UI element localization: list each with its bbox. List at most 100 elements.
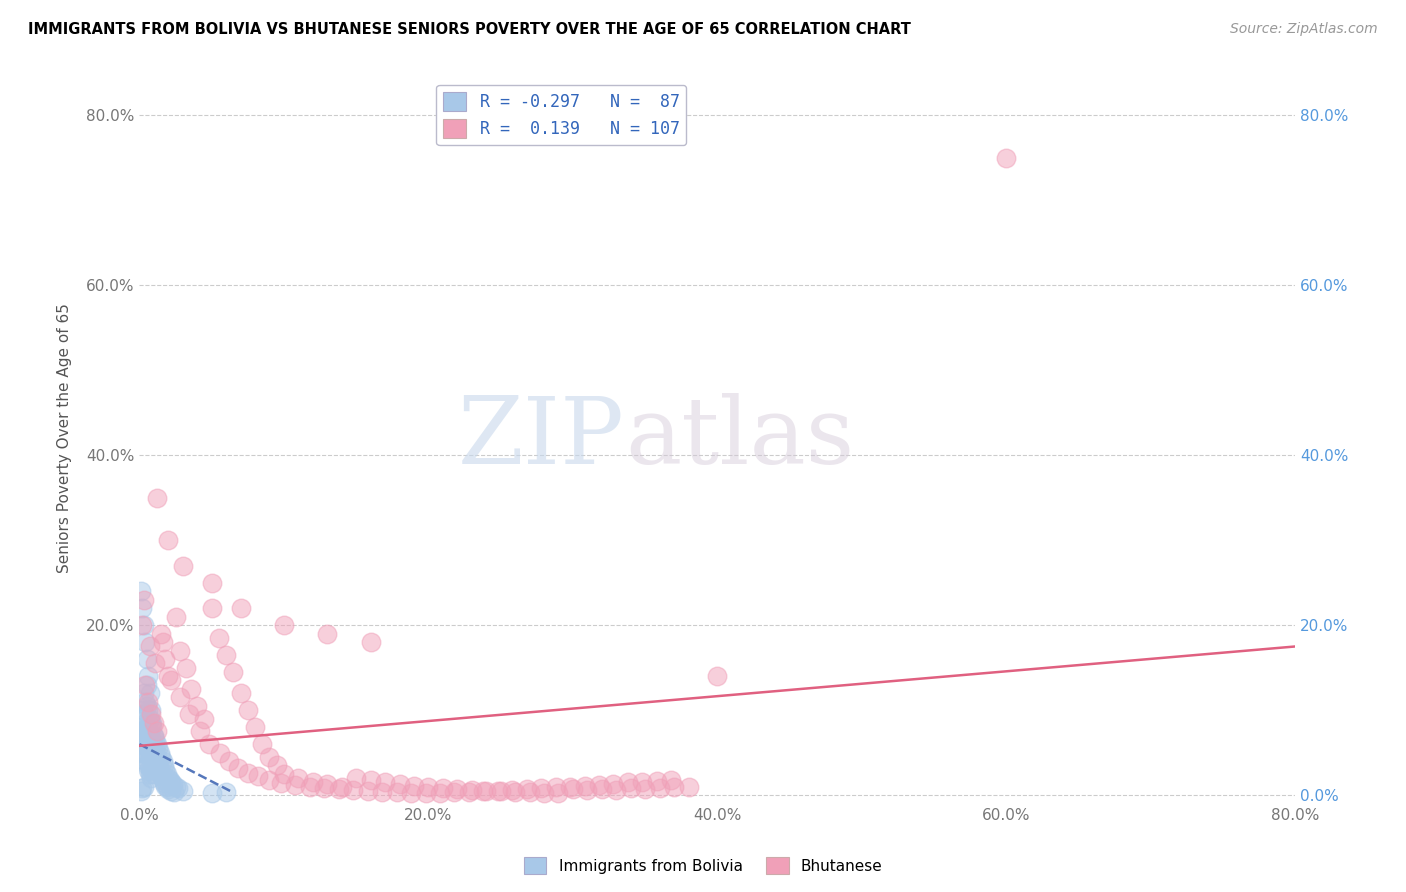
Point (136, 703, 159, 717)
Point (201, 575, 224, 590)
Point (132, 592, 155, 607)
Point (159, 772, 181, 787)
Point (139, 750, 162, 764)
Point (617, 775, 640, 789)
Point (270, 776, 292, 790)
Point (132, 707, 155, 722)
Point (150, 769, 173, 783)
Point (155, 652, 177, 666)
Point (489, 784, 512, 798)
Point (149, 746, 172, 760)
Point (399, 786, 422, 800)
Point (172, 784, 194, 798)
Point (134, 732, 156, 747)
Point (153, 758, 176, 772)
Point (169, 690, 191, 705)
Point (138, 686, 160, 700)
Point (273, 618, 295, 632)
Point (160, 673, 183, 688)
Point (139, 715, 162, 730)
Point (446, 782, 468, 797)
Point (461, 783, 484, 797)
Point (429, 786, 451, 800)
Point (135, 747, 157, 762)
Point (602, 777, 624, 791)
Point (201, 601, 224, 615)
Point (138, 763, 160, 777)
Point (457, 785, 479, 799)
Point (143, 754, 166, 768)
Point (129, 737, 152, 751)
Point (134, 635, 156, 649)
Point (165, 780, 187, 794)
Point (138, 640, 160, 654)
Point (138, 767, 160, 781)
Point (645, 773, 668, 788)
Point (160, 775, 183, 789)
Point (314, 781, 336, 796)
Point (152, 772, 174, 787)
Point (139, 732, 162, 747)
Point (172, 558, 194, 573)
Point (141, 763, 163, 777)
Point (229, 686, 252, 700)
Point (141, 715, 163, 730)
Point (165, 609, 187, 624)
Point (259, 772, 281, 787)
Point (287, 771, 309, 785)
Point (266, 758, 288, 772)
Point (138, 729, 160, 743)
Point (157, 771, 180, 785)
Point (152, 754, 174, 768)
Point (142, 715, 165, 730)
Point (146, 750, 169, 764)
Point (180, 681, 202, 696)
Point (160, 784, 183, 798)
Point (135, 678, 157, 692)
Point (134, 754, 156, 768)
Point (135, 652, 157, 666)
Point (259, 750, 281, 764)
Point (146, 758, 169, 772)
Point (136, 695, 159, 709)
Point (129, 584, 152, 599)
Point (188, 724, 211, 739)
Point (576, 783, 599, 797)
Point (588, 778, 610, 792)
Point (134, 678, 156, 692)
Point (148, 763, 170, 777)
Point (163, 785, 186, 799)
Text: Source: ZipAtlas.com: Source: ZipAtlas.com (1230, 22, 1378, 37)
Point (357, 784, 380, 798)
Point (132, 618, 155, 632)
Point (131, 781, 153, 796)
Point (143, 732, 166, 747)
Point (132, 724, 155, 739)
Point (149, 764, 172, 779)
Point (157, 782, 180, 797)
Point (141, 741, 163, 756)
Point (150, 626, 173, 640)
Point (139, 771, 162, 785)
Point (143, 657, 166, 671)
Point (229, 601, 252, 615)
Point (360, 772, 382, 787)
Point (153, 776, 176, 790)
Point (208, 631, 231, 645)
Point (475, 784, 498, 798)
Point (156, 767, 179, 781)
Point (142, 767, 165, 781)
Point (138, 746, 160, 760)
Point (561, 782, 583, 797)
Point (135, 698, 157, 713)
Point (131, 618, 153, 632)
Point (328, 782, 350, 797)
Point (486, 784, 509, 798)
Point (374, 775, 396, 789)
Point (156, 780, 179, 795)
Point (591, 782, 613, 797)
Point (132, 729, 155, 743)
Point (284, 778, 307, 792)
Point (243, 720, 266, 734)
Point (605, 783, 627, 797)
